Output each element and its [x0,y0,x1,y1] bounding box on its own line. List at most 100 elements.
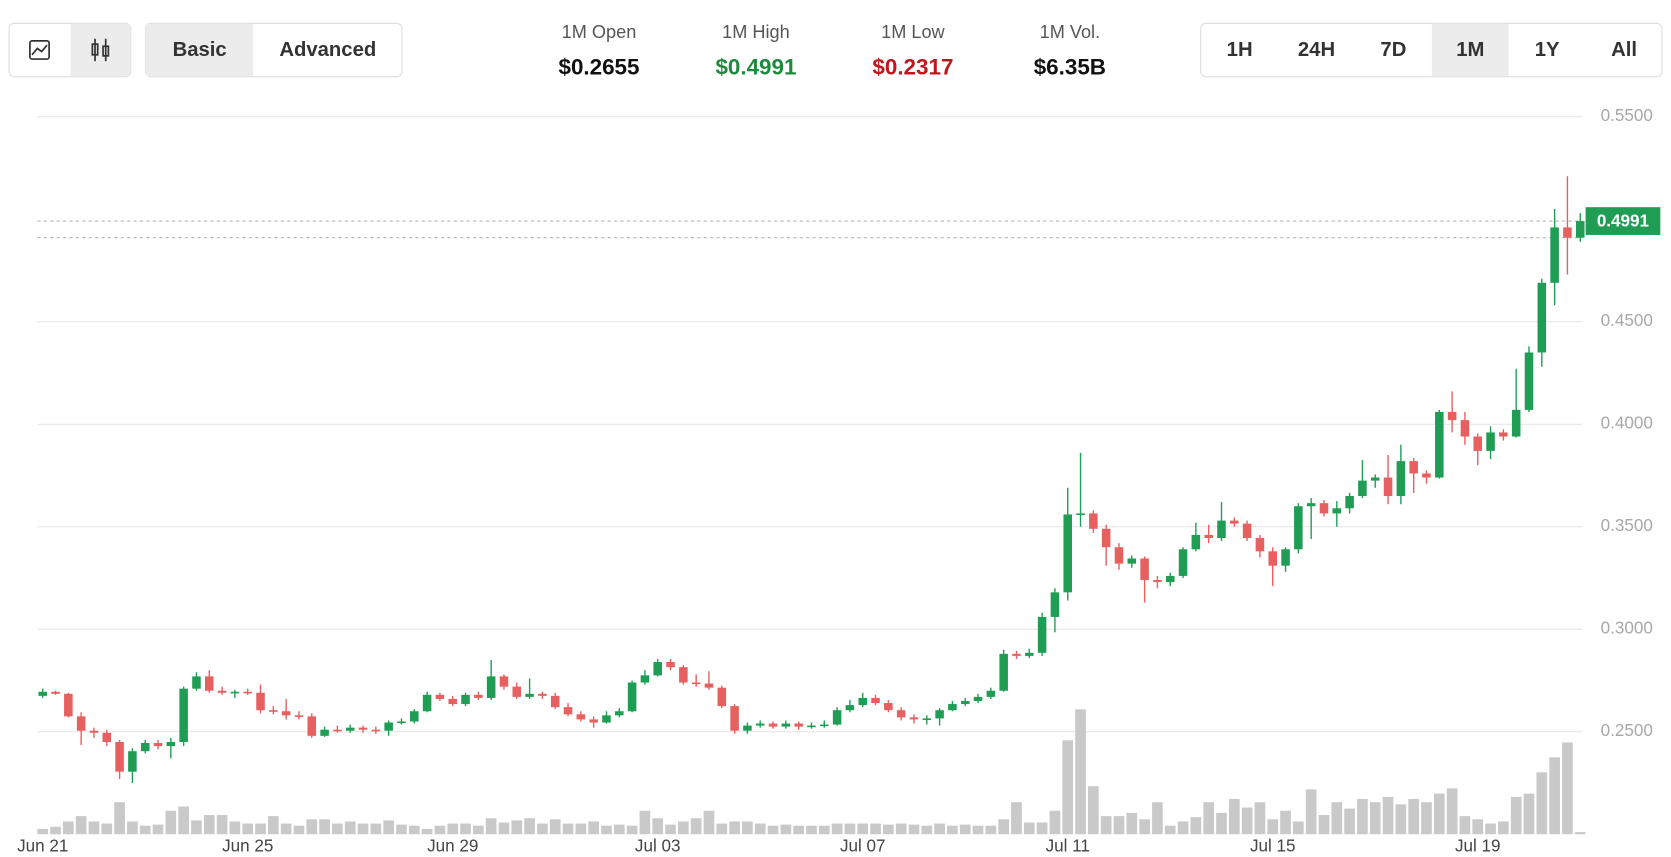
candle-body [615,711,624,716]
candle-body [807,725,816,728]
mode-button[interactable]: Basic [173,39,227,61]
candle-body [205,676,214,691]
candle-body [128,751,137,772]
y-tick-label: 0.2500 [1601,721,1653,740]
volume-bar [242,823,254,835]
volume-bar [370,823,382,835]
candle-body [576,714,586,720]
candle-body [474,694,483,698]
volume-bar [1446,788,1458,835]
candle-body [730,706,739,731]
volume-bar [1549,757,1560,835]
candle-body [1435,411,1444,478]
volume-bar [203,815,215,835]
volume-bar [1331,802,1343,835]
candle-body [499,676,509,687]
candle-body [1037,616,1047,653]
x-tick-label: Jun 29 [427,837,478,856]
range-button[interactable]: 7D [1380,39,1406,61]
volume-bar [1357,799,1368,835]
volume-bar [1382,796,1394,835]
candle-body [1486,432,1495,451]
candle-body [76,716,86,731]
candle-body [845,705,855,711]
candle-body [1204,534,1213,539]
volume-bar [1126,812,1138,835]
volume-bar [742,821,753,835]
candle-body [1191,534,1201,550]
candle-body [1319,503,1329,514]
candle-body [461,694,470,705]
volume-bar [665,824,676,835]
candle-body [115,741,124,772]
y-tick-label: 0.4500 [1601,311,1653,330]
range-button[interactable]: 24H [1298,39,1335,61]
line-icon[interactable] [29,40,50,60]
candle-body [1076,513,1085,516]
candle-body [320,729,329,736]
candle-body [294,715,304,717]
volume-bar [1408,799,1420,835]
volume-bar [895,823,907,835]
candle-body [602,715,611,723]
volume-bar [1254,802,1266,835]
candle-body [679,667,688,683]
volume-bar [601,825,612,835]
range-button[interactable]: 1Y [1535,39,1560,61]
volume-bar [729,821,740,835]
range-button[interactable]: 1M [1456,39,1484,61]
candle-body [1550,227,1559,283]
candle-body [397,721,406,724]
candle-body [973,696,983,701]
candle-body [986,690,996,697]
candle-body [1563,227,1572,238]
candle-body [820,724,829,727]
volume-bar [229,821,241,835]
candle-body [307,716,317,736]
volume-bar [857,823,869,835]
candle-body [948,704,957,711]
candle-body [1217,520,1226,539]
candle-body [1153,580,1162,583]
candle-body [832,710,842,725]
mode-button[interactable]: Advanced [279,39,376,61]
volume-bar [754,823,766,835]
candle-icon[interactable] [91,38,110,62]
y-tick-label: 0.5500 [1601,106,1653,125]
volume-bar [626,825,638,835]
volume-bar [767,825,779,835]
volume-bar [1113,816,1125,835]
candle-body [717,687,727,707]
volume-bar [178,806,189,835]
candle-body [51,691,60,694]
candle-body [563,707,573,715]
candle-body [589,719,598,723]
x-tick-label: Jun 25 [222,837,273,856]
candle-body [1114,547,1124,564]
volume-bar [1318,815,1330,835]
volume-bar [639,810,651,835]
volume-bar [293,825,305,835]
candle-body [1281,549,1290,566]
volume-bar [1216,812,1227,835]
last-price-label: 0.4991 [1597,212,1650,231]
candle-body [1499,432,1508,437]
candle-body [448,698,457,705]
stat-value: $6.35B [1034,55,1106,80]
candle-body [1409,461,1418,474]
volume-bar [280,823,292,835]
last-price-box [1585,207,1661,235]
range-button[interactable]: All [1611,39,1637,61]
volume-bar [1395,804,1407,835]
volume-bar [1293,821,1304,835]
volume-bar [1049,810,1061,835]
volume-bar [908,824,920,835]
candle-body [1422,473,1431,478]
volume-bar [101,823,113,835]
y-tick-label: 0.3000 [1601,619,1653,638]
candle-body [1268,551,1278,566]
stat-label: 1M Open [562,22,637,42]
volume-bar [1459,816,1471,835]
range-button[interactable]: 1H [1227,39,1253,61]
